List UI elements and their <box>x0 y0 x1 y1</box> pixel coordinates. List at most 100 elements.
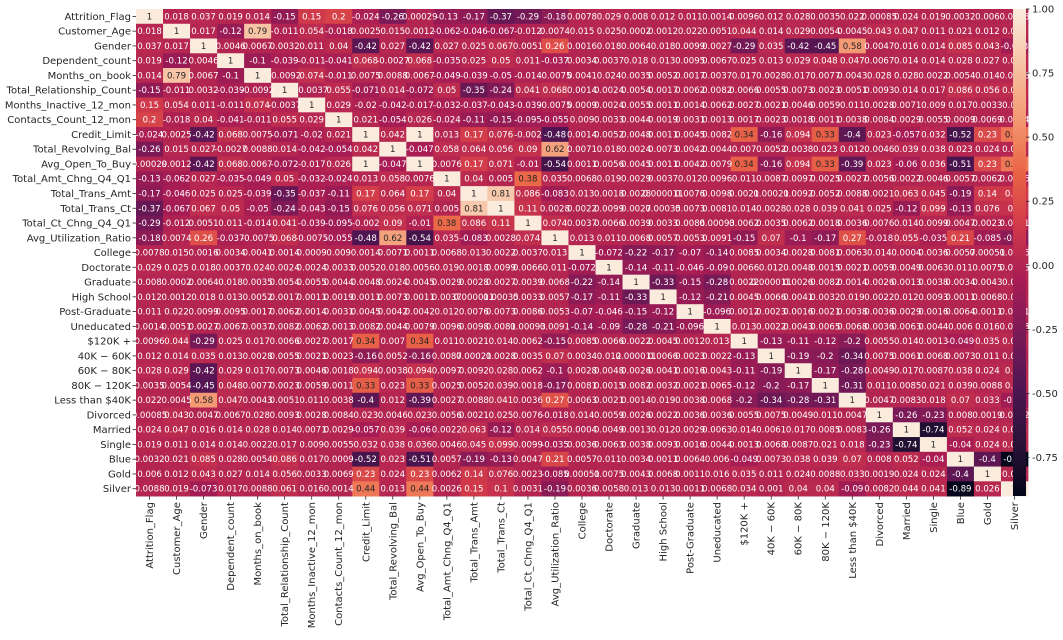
heatmap-cell <box>838 82 867 98</box>
cell-value-label: 0.0025 <box>162 130 192 140</box>
cell-value-label: -0.0092 <box>241 86 274 96</box>
cell-value-label: 0.0063 <box>594 440 624 450</box>
cell-value-label: 0.0009 <box>324 455 354 465</box>
heatmap-cell <box>541 38 569 54</box>
cell-value-label: -0.4 <box>952 470 969 480</box>
cell-value-label: 0.0012 <box>729 308 759 318</box>
cell-value-label: -0.11 <box>733 367 755 377</box>
cell-value-label: 0.0063 <box>702 426 732 436</box>
cell-value-label: 0.44 <box>410 485 429 495</box>
heatmap-cell <box>622 23 650 39</box>
cell-value-label: -0.067 <box>487 27 515 37</box>
cell-value-label: 0.0064 <box>675 455 705 465</box>
heatmap-cell <box>703 9 732 25</box>
heatmap-cell <box>190 127 218 143</box>
heatmap-cell <box>433 156 461 172</box>
heatmap-cell <box>460 68 488 84</box>
cell-value-label: 0.0052 <box>648 71 678 81</box>
cell-value-label: 0.014 <box>894 219 919 229</box>
cell-value-label: 0.019 <box>921 12 946 22</box>
cell-value-label: 0.0013 <box>702 116 732 126</box>
cell-value-label: -0.085 <box>974 234 1002 244</box>
cell-value-label: 0.041 <box>489 396 514 406</box>
cell-value-label: 0.0076 <box>864 219 894 229</box>
heatmap-cell <box>163 38 191 54</box>
heatmap-cell <box>271 141 299 157</box>
cell-value-label: 0.035 <box>435 234 460 244</box>
heatmap-cell <box>973 127 1002 143</box>
cell-value-label: 0.0057 <box>540 293 570 303</box>
heatmap-cell <box>838 127 867 143</box>
cell-value-label: 0.0045 <box>162 396 192 406</box>
y-tick-label: Gender <box>94 41 132 52</box>
heatmap-cell <box>190 156 218 172</box>
cell-value-label: 0.0034 <box>945 278 975 288</box>
heatmap-cell <box>460 156 488 172</box>
heatmap-cell <box>217 156 245 172</box>
heatmap-cell <box>811 127 840 143</box>
cell-value-label: 0.27 <box>545 396 564 406</box>
cell-value-label: 0.0018 <box>594 190 624 200</box>
cell-value-label: 0.0046 <box>189 57 219 67</box>
cell-value-label: 0.043 <box>867 27 892 37</box>
cell-value-label: -0.055 <box>541 116 569 126</box>
cell-value-label: 0.037 <box>191 12 216 22</box>
cell-value-label: -0.035 <box>541 440 569 450</box>
cell-value-label: -0.09 <box>598 322 620 332</box>
cell-value-label: 0.0016 <box>783 308 813 318</box>
heatmap-cell <box>703 127 732 143</box>
cell-value-label: 0.0043 <box>621 470 651 480</box>
cell-value-label: 0.014 <box>218 440 243 450</box>
cell-value-label: 0.0018 <box>810 219 840 229</box>
cell-value-label: 0.0042 <box>378 308 408 318</box>
cell-value-label: -0.35 <box>274 190 296 200</box>
heatmap-cell <box>676 97 705 113</box>
cell-value-label: 0.0092 <box>459 367 489 377</box>
cell-value-label: 0.0055 <box>297 278 327 288</box>
cell-value-label: 0.035 <box>543 175 568 185</box>
cell-value-label: 1 <box>363 130 368 140</box>
heatmap-cell <box>568 53 596 69</box>
cell-value-label: -0.035 <box>217 175 245 185</box>
heatmap-cell <box>163 68 191 84</box>
cell-value-label: 0.024 <box>894 12 919 22</box>
cell-value-label: 1 <box>255 71 260 81</box>
cell-value-label: 0.025 <box>462 42 487 52</box>
heatmap-cell <box>352 141 380 157</box>
cell-value-label: 0.0026 <box>783 278 813 288</box>
cell-value-label: -0.024 <box>136 130 164 140</box>
cell-value-label: 0.0027 <box>702 42 732 52</box>
cell-value-label: -0.047 <box>406 145 434 155</box>
heatmap-cell <box>622 9 650 25</box>
cell-value-label: 0.019 <box>218 12 243 22</box>
x-tick-label: Doctorate <box>605 502 616 552</box>
cell-value-label: 0.019 <box>840 293 865 303</box>
cell-value-label: 0.011 <box>516 57 541 67</box>
cell-value-label: 0.0036 <box>675 411 705 421</box>
cell-value-label: 0.0011 <box>972 308 1002 318</box>
cell-value-label: -0.14 <box>571 322 593 332</box>
cell-value-label: -0.012 <box>514 27 542 37</box>
cell-value-label: -0.024 <box>433 116 461 126</box>
cell-value-label: 0.023 <box>353 411 378 421</box>
cell-value-label: 0.0062 <box>675 86 705 96</box>
cell-value-label: 0.0093 <box>918 293 948 303</box>
heatmap-cell <box>460 9 488 25</box>
cell-value-label: -0.057 <box>893 130 921 140</box>
heatmap-cell <box>568 68 596 84</box>
x-tick-label: Months_on_book <box>253 502 264 586</box>
cell-value-label: 1 <box>147 12 152 22</box>
cell-value-label: -0.057 <box>352 426 380 436</box>
cell-value-label: 0.0041 <box>567 71 597 81</box>
cell-value-label: 0.0028 <box>783 249 813 259</box>
heatmap-cell <box>649 127 677 143</box>
cell-value-label: 1 <box>660 293 665 303</box>
cell-value-label: 0.0043 <box>837 71 867 81</box>
cell-value-label: 0.016 <box>894 42 919 52</box>
y-tick-label: High School <box>72 292 131 303</box>
cell-value-label: 0.044 <box>732 27 757 37</box>
heatmap-cell <box>784 127 813 143</box>
cell-value-label: -0.072 <box>595 249 623 259</box>
cell-value-label: 0.0038 <box>837 308 867 318</box>
cell-value-label: 0.0079 <box>702 160 732 170</box>
